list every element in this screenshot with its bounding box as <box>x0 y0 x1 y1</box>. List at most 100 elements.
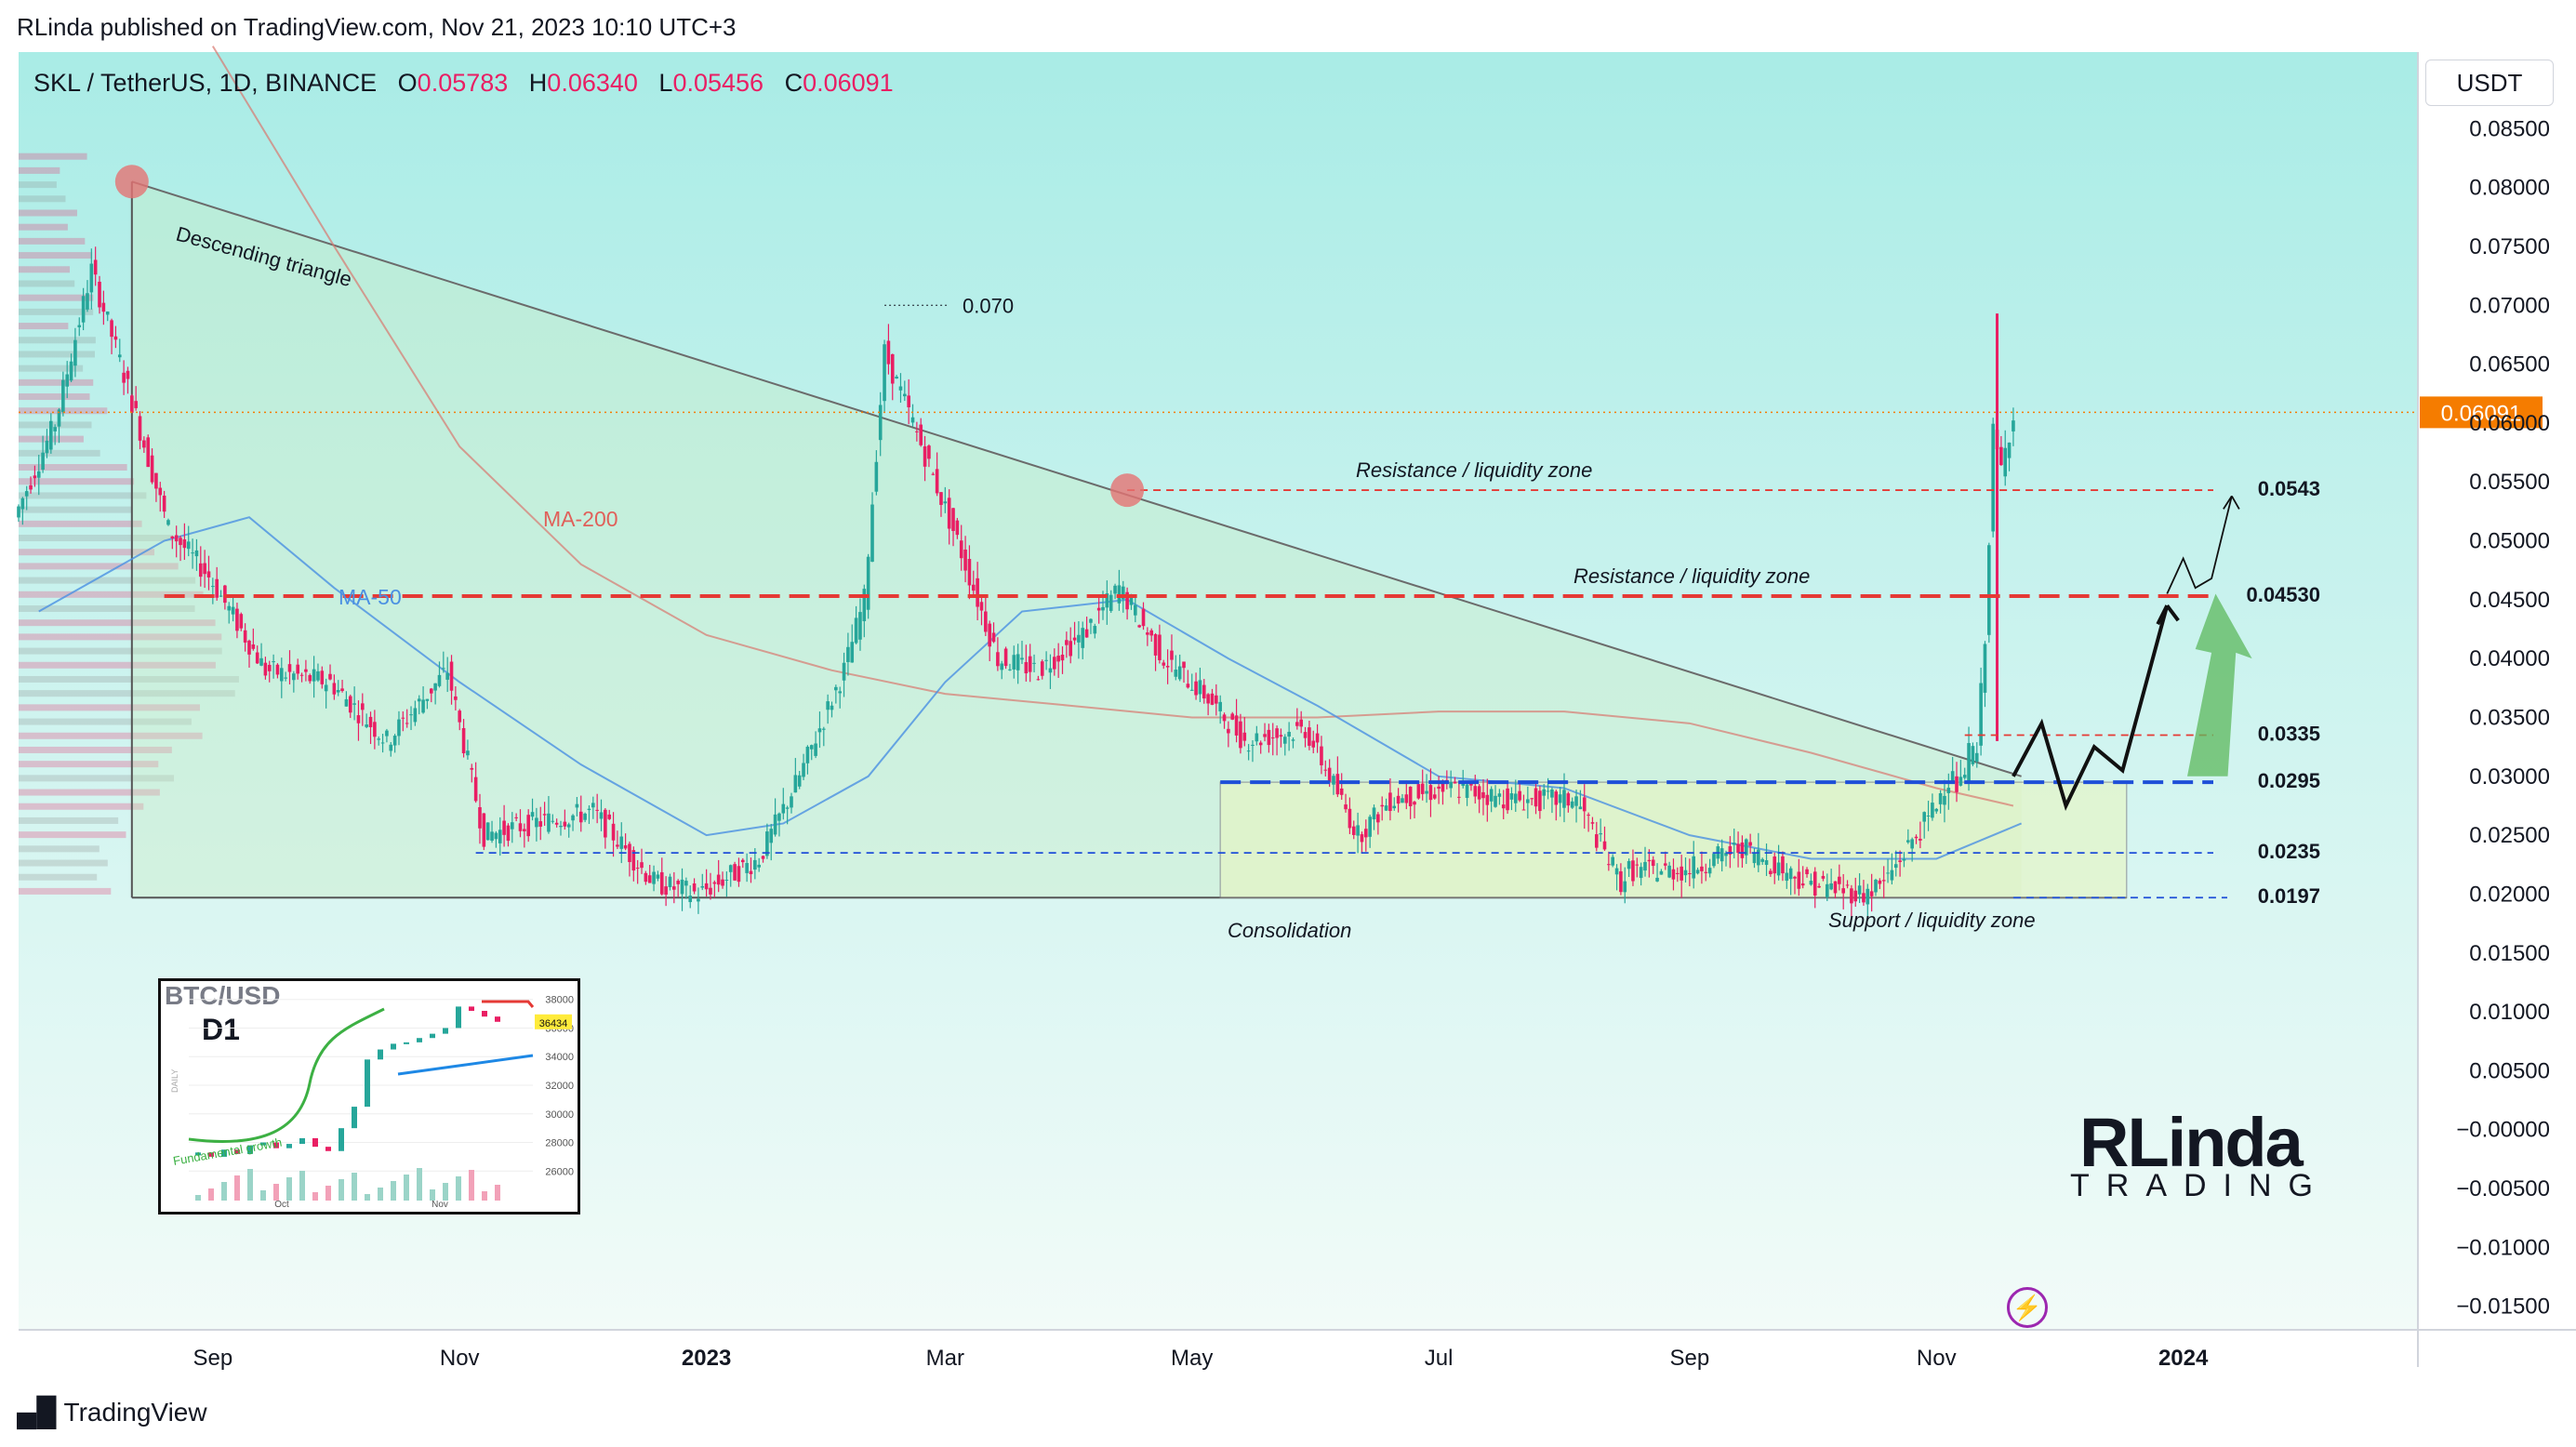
level-label: 0.0543 <box>2258 477 2320 500</box>
candle-body <box>102 303 106 312</box>
candle-body <box>717 875 721 885</box>
candle-body <box>1559 794 1562 803</box>
candle-body <box>215 579 219 598</box>
candle-body <box>879 405 883 440</box>
candle-body <box>1308 727 1311 746</box>
candle-body <box>1227 729 1230 734</box>
candle-body <box>588 809 591 810</box>
candle-body <box>1939 793 1943 804</box>
volume-profile-bar <box>19 238 85 245</box>
candle-body <box>1963 775 1967 777</box>
candle-body <box>1700 867 1704 871</box>
candle-body <box>1652 860 1655 867</box>
inset-volume-bar <box>443 1183 448 1201</box>
candle-body <box>936 469 939 493</box>
candle-body <box>1437 787 1441 789</box>
level-label: 0.0197 <box>2258 884 2320 908</box>
y-tick-label: 0.04000 <box>2469 646 2550 671</box>
symbol-bar: SKL / TetherUS, 1D, BINANCE O0.05783 H0.… <box>33 69 894 98</box>
candle-body <box>122 373 126 383</box>
inset-volume-bar <box>352 1173 357 1201</box>
inset-candle <box>352 1107 357 1128</box>
candle-body <box>1574 796 1578 805</box>
candle-body <box>984 612 988 632</box>
inset-candle <box>391 1043 396 1049</box>
candle-body <box>1166 666 1170 668</box>
candle-body <box>33 475 37 478</box>
candle-body <box>911 418 915 423</box>
candle-body <box>693 883 697 892</box>
candle-body <box>1178 667 1182 680</box>
candle-body <box>1866 889 1869 905</box>
candle-body <box>1522 810 1526 811</box>
volume-profile-bar <box>19 209 77 216</box>
candle-body <box>790 796 793 807</box>
candle-body <box>1361 834 1364 842</box>
candle-body <box>1012 655 1016 670</box>
candle-body <box>280 668 284 681</box>
candle-body <box>1999 447 2003 465</box>
candle-body <box>624 845 628 848</box>
inset-y-tick: 32000 <box>545 1081 574 1092</box>
candle-body <box>1967 743 1971 781</box>
candle-body <box>887 340 891 364</box>
candle-body <box>1760 859 1764 862</box>
candle-body <box>1987 545 1991 635</box>
y-tick-label: 0.01000 <box>2469 1000 2550 1025</box>
candle-body <box>1910 839 1914 848</box>
y-tick-label: 0.06000 <box>2469 411 2550 436</box>
inset-candle <box>430 1034 435 1039</box>
inset-candle <box>286 1144 292 1148</box>
candle-body <box>130 395 134 413</box>
candle-body <box>1158 634 1162 659</box>
inset-x-tick: Oct <box>274 1200 289 1210</box>
candle-body <box>1251 745 1255 746</box>
candle-body <box>1029 657 1032 672</box>
symbol-name[interactable]: SKL / TetherUS, 1D, BINANCE <box>33 69 377 97</box>
volume-profile-bar <box>19 266 70 272</box>
candle-body <box>1218 702 1222 711</box>
candle-body <box>1004 648 1008 666</box>
lightning-icon[interactable]: ⚡ <box>2007 1287 2048 1328</box>
candle-body <box>1636 865 1640 866</box>
candle-body <box>846 647 850 662</box>
currency-button[interactable]: USDT <box>2425 60 2554 106</box>
candle-body <box>37 471 41 478</box>
candle-body <box>1801 883 1805 885</box>
candle-body <box>466 750 470 755</box>
inset-x-tick: Nov <box>432 1200 448 1210</box>
candle-body <box>1454 782 1457 784</box>
footer-brand[interactable]: TradingView <box>64 1398 207 1427</box>
candle-body <box>187 541 191 549</box>
inset-volume-bar <box>312 1192 318 1201</box>
tradingview-logo-icon: ▄█ <box>17 1397 57 1428</box>
candle-body <box>1667 866 1671 878</box>
candle-body <box>1623 882 1627 893</box>
inset-candle <box>378 1050 383 1060</box>
candle-body <box>284 678 287 679</box>
y-tick-label: 0.01500 <box>2469 941 2550 966</box>
inset-volume-bar <box>365 1194 370 1201</box>
inset-candle <box>482 1011 487 1016</box>
candle-body <box>1891 870 1894 881</box>
inset-price-tag: 36434 <box>539 1018 568 1029</box>
candle-body <box>567 824 571 827</box>
candle-body <box>551 821 555 822</box>
candle-body <box>1660 871 1664 875</box>
candle-body <box>1032 663 1036 664</box>
candle-body <box>895 377 898 378</box>
inset-volume-bar <box>208 1188 214 1201</box>
candle-body <box>1340 789 1344 795</box>
candle-body <box>1502 804 1506 808</box>
candle-body <box>1409 787 1413 806</box>
volume-profile-bar <box>19 817 118 824</box>
ma200-label: MA-200 <box>543 507 618 531</box>
candle-body <box>1822 876 1826 879</box>
x-tick-label: Sep <box>193 1346 232 1371</box>
candle-body <box>1061 655 1065 660</box>
volume-profile-bar <box>19 195 65 202</box>
candle-body <box>1530 798 1534 799</box>
candle-body <box>814 743 817 755</box>
candle-body <box>418 698 421 701</box>
candle-body <box>171 537 175 538</box>
